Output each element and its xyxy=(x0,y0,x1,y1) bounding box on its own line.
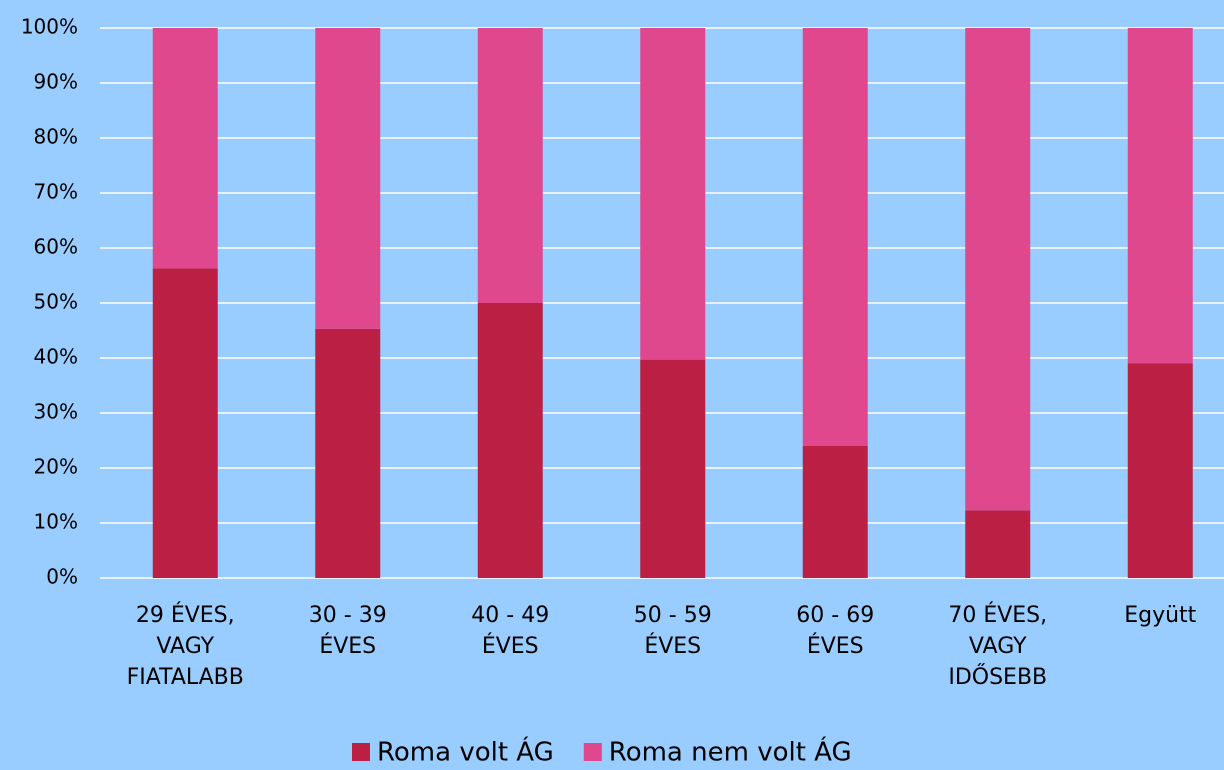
bar-segment xyxy=(315,328,381,578)
x-tick-label: IDŐSEBB xyxy=(948,664,1047,690)
x-tick-label: ÉVES xyxy=(482,633,539,659)
x-tick-label: Együtt xyxy=(1124,603,1196,628)
y-tick-label: 50% xyxy=(34,290,78,314)
bar-segment xyxy=(965,510,1031,578)
y-tick-label: 90% xyxy=(34,70,78,94)
x-tick-label: ÉVES xyxy=(807,633,864,659)
bar-segment xyxy=(152,268,218,578)
legend-label: Roma nem volt ÁG xyxy=(609,736,852,768)
bar-segment xyxy=(1127,28,1193,364)
y-tick-label: 10% xyxy=(34,510,78,534)
y-tick-label: 100% xyxy=(21,15,78,39)
bar-segment xyxy=(315,28,381,329)
x-tick-label: 30 - 39 xyxy=(309,603,387,628)
y-tick-label: 60% xyxy=(34,235,78,259)
y-tick-label: 20% xyxy=(34,455,78,479)
x-tick-label: VAGY xyxy=(156,634,214,659)
bar-segment xyxy=(477,303,543,578)
x-tick-label: ÉVES xyxy=(644,633,701,659)
legend-swatch xyxy=(352,743,370,761)
x-tick-label: 60 - 69 xyxy=(796,603,874,628)
bar-segment xyxy=(965,28,1031,511)
x-tick-label: 70 ÉVES, xyxy=(948,602,1047,628)
legend-swatch xyxy=(583,743,602,761)
bar-segment xyxy=(152,28,218,269)
y-tick-label: 40% xyxy=(34,345,78,369)
bar-segment xyxy=(1127,363,1193,578)
y-tick-label: 80% xyxy=(34,125,78,149)
x-tick-label: ÉVES xyxy=(319,633,376,659)
bar-segment xyxy=(640,359,706,578)
legend-label: Roma volt ÁG xyxy=(377,736,554,768)
bar-segment xyxy=(802,28,868,446)
bar-segment xyxy=(477,28,543,303)
bar-segment xyxy=(640,28,706,360)
x-tick-label: VAGY xyxy=(969,634,1027,659)
y-tick-label: 0% xyxy=(46,565,78,589)
y-tick-label: 70% xyxy=(34,180,78,204)
x-tick-label: 40 - 49 xyxy=(471,603,549,628)
bar-segment xyxy=(802,446,868,578)
x-tick-label: 50 - 59 xyxy=(634,603,712,628)
y-tick-label: 30% xyxy=(34,400,78,424)
x-tick-label: FIATALABB xyxy=(127,665,244,690)
x-tick-label: 29 ÉVES, xyxy=(136,602,235,628)
